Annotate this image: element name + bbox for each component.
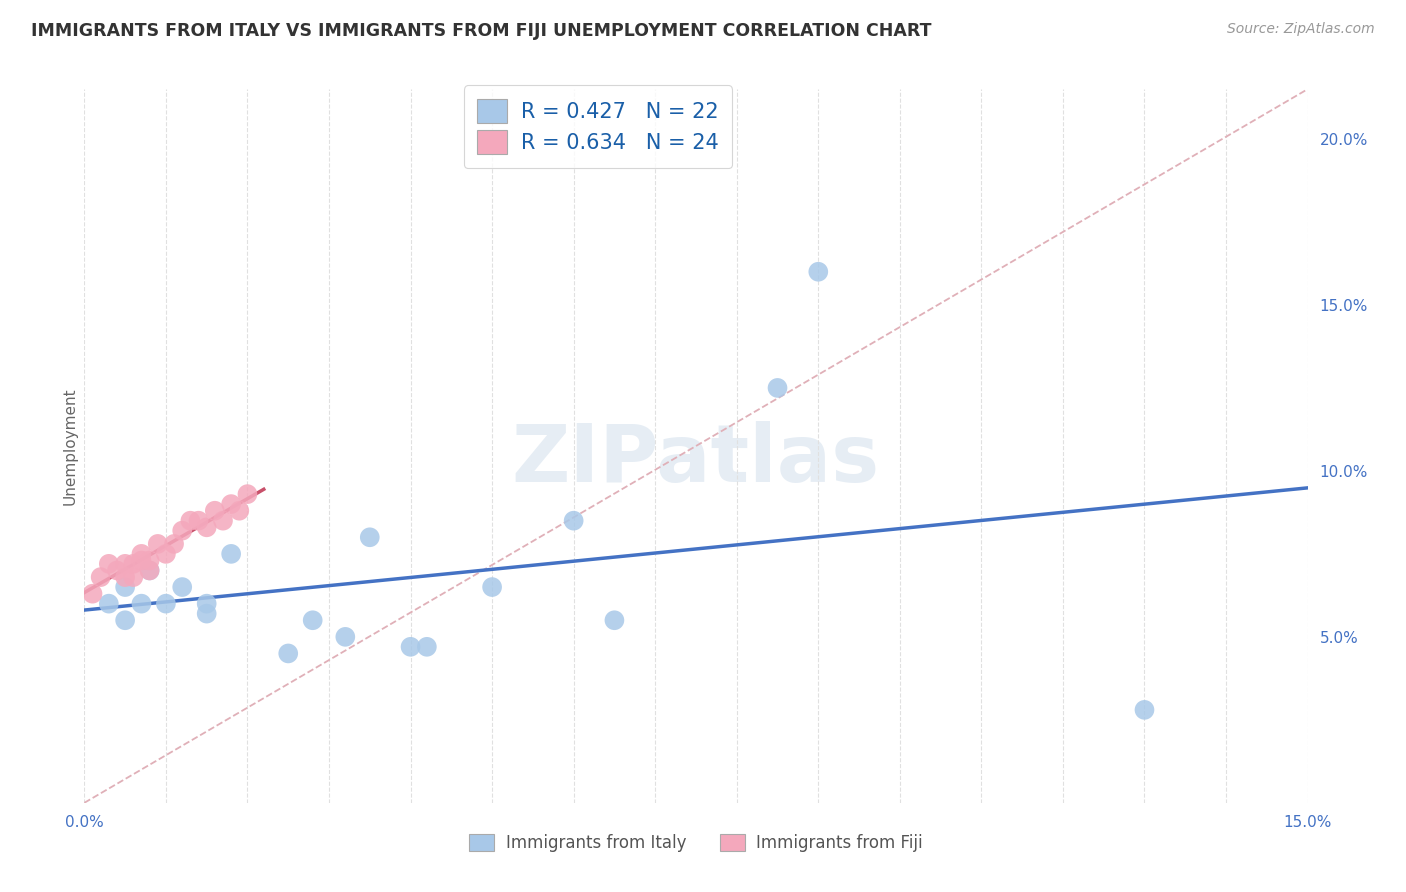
Point [195,520,218,534]
Point [399,640,422,654]
Point [562,514,585,528]
Point [179,514,201,528]
Point [131,597,153,611]
Point [766,381,789,395]
Point [131,553,153,567]
Point [105,564,128,578]
Point [114,580,136,594]
Point [204,504,226,518]
Point [122,570,145,584]
Point [155,597,177,611]
Point [481,580,503,594]
Point [277,647,299,661]
Point [172,524,194,538]
Point [97,597,120,611]
Point [163,537,186,551]
Point [114,613,136,627]
Point [195,607,218,621]
Point [212,514,235,528]
Text: Source: ZipAtlas.com: Source: ZipAtlas.com [1227,22,1375,37]
Point [359,530,381,544]
Point [97,557,120,571]
Point [219,497,242,511]
Point [172,580,194,594]
Point [146,537,169,551]
Point [122,557,145,571]
Point [131,547,153,561]
Point [90,570,112,584]
Point [603,613,626,627]
Point [138,564,160,578]
Y-axis label: Unemployment: Unemployment [63,387,77,505]
Point [195,597,218,611]
Point [1133,703,1156,717]
Point [301,613,323,627]
Point [228,504,250,518]
Point [187,514,209,528]
Point [416,640,439,654]
Text: ZIPatlas: ZIPatlas [512,421,880,500]
Point [114,557,136,571]
Point [155,547,177,561]
Point [114,570,136,584]
Point [138,553,160,567]
Legend: Immigrants from Italy, Immigrants from Fiji: Immigrants from Italy, Immigrants from F… [463,827,929,859]
Text: IMMIGRANTS FROM ITALY VS IMMIGRANTS FROM FIJI UNEMPLOYMENT CORRELATION CHART: IMMIGRANTS FROM ITALY VS IMMIGRANTS FROM… [31,22,931,40]
Point [236,487,259,501]
Point [807,265,830,279]
Point [335,630,357,644]
Point [219,547,242,561]
Point [138,564,160,578]
Point [82,587,104,601]
